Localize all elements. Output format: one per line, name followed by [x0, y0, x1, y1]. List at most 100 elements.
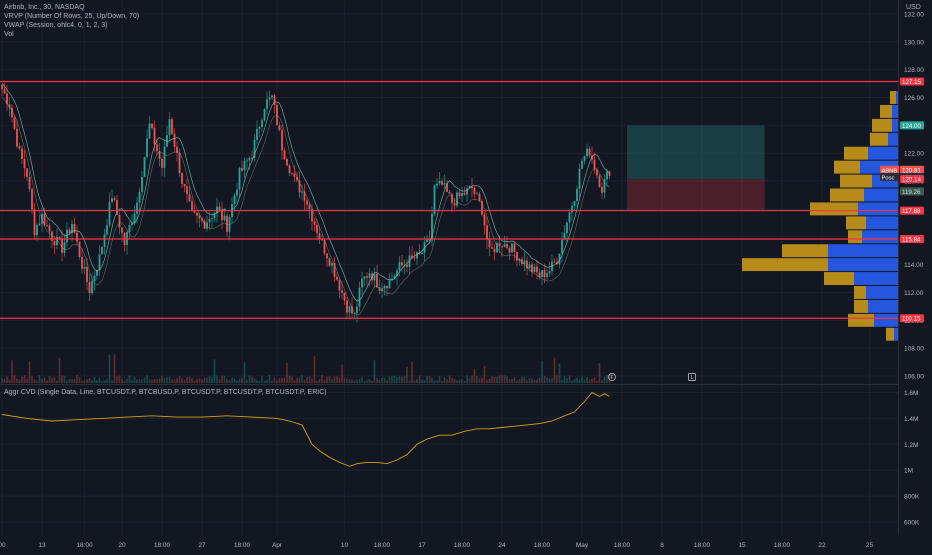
- volume-bar: [358, 378, 361, 383]
- candle-body: [368, 273, 371, 278]
- candle-body: [386, 285, 388, 289]
- volume-bar: [551, 378, 553, 383]
- candle-body: [116, 199, 118, 215]
- candle-body: [293, 173, 296, 177]
- candle-body: [596, 169, 598, 176]
- candle-body: [218, 206, 221, 211]
- volume-bar: [128, 375, 131, 383]
- volume-bar: [486, 379, 488, 383]
- candle-body: [536, 266, 538, 273]
- candle-body: [81, 256, 83, 269]
- volume-bar: [463, 380, 466, 383]
- candle-body: [396, 270, 398, 276]
- volume-bar: [248, 375, 251, 383]
- event-marker[interactable]: [688, 373, 696, 381]
- volume-bar: [146, 375, 148, 383]
- volume-bar: [361, 376, 363, 383]
- indicator-vwap[interactable]: VWAP (Session, ohlc4, 0, 1, 2, 3): [4, 22, 108, 29]
- candle-body: [443, 183, 446, 185]
- volume-bar: [448, 375, 451, 383]
- volume-bar: [318, 379, 321, 383]
- volume-bar: [403, 375, 406, 383]
- time-tick-label: May: [576, 542, 589, 549]
- candle-body: [558, 253, 561, 265]
- price-label-text: 115.84: [902, 236, 921, 243]
- volume-bar: [326, 376, 328, 383]
- volume-bar: [16, 378, 18, 383]
- candle-body: [168, 119, 171, 136]
- volume-bar: [281, 378, 283, 383]
- price-tick-label: 126.00: [904, 95, 924, 102]
- candle-body: [458, 192, 461, 197]
- candle-body: [361, 278, 363, 288]
- time-tick-label: 13: [38, 542, 46, 549]
- candle-body: [183, 183, 186, 187]
- volume-bar: [386, 380, 388, 383]
- volume-bar: [188, 376, 191, 383]
- volume-bar: [373, 360, 376, 383]
- volume-bar: [503, 375, 506, 383]
- profile-bar-down: [870, 132, 888, 146]
- position-stop-zone[interactable]: [627, 179, 765, 211]
- cvd-legend[interactable]: Aggr CVD (Single Data, Line, BTCUSDT.P, …: [4, 389, 327, 396]
- candle-body: [31, 189, 33, 210]
- candle-body: [108, 202, 111, 226]
- candle-body: [586, 148, 588, 157]
- earnings-marker-label: F: [610, 375, 613, 381]
- volume-bar: [376, 377, 378, 383]
- candle-body: [513, 243, 516, 252]
- candle-body: [303, 191, 306, 201]
- volume-bar: [131, 380, 133, 383]
- candle-body: [291, 173, 293, 174]
- candle-body: [501, 246, 503, 248]
- volume-bar: [238, 378, 241, 383]
- profile-bar-up: [874, 313, 898, 327]
- profile-bar-up: [888, 132, 898, 146]
- indicator-vol[interactable]: Vol: [4, 31, 14, 38]
- candle-body: [28, 176, 31, 190]
- volume-bar: [48, 376, 51, 383]
- volume-bar: [198, 378, 201, 383]
- candle-body: [161, 158, 163, 168]
- candle-body: [576, 188, 578, 201]
- time-tick-label: 17: [418, 542, 426, 549]
- candle-body: [221, 210, 223, 221]
- price-label-box: [900, 175, 924, 184]
- price-label-box: [900, 77, 924, 86]
- volume-bar: [176, 378, 178, 383]
- volume-bar: [563, 376, 566, 383]
- volume-bar: [558, 363, 561, 383]
- volume-bar: [158, 378, 161, 383]
- candle-body: [156, 144, 158, 152]
- volume-bar: [93, 377, 96, 383]
- candle-body: [526, 260, 528, 269]
- candle-body: [508, 247, 511, 253]
- volume-bar: [216, 375, 218, 383]
- candle-body: [543, 270, 546, 278]
- position-target-zone[interactable]: [627, 125, 765, 180]
- candle-body: [453, 202, 456, 206]
- candle-body: [568, 212, 571, 223]
- candle-body: [348, 306, 351, 313]
- candle-body: [158, 151, 161, 159]
- price-tick-label: 130.00: [904, 39, 924, 46]
- volume-bar: [178, 375, 181, 383]
- candle-body: [61, 239, 63, 253]
- volume-bar: [221, 375, 223, 383]
- candle-body: [331, 263, 333, 266]
- candle-body: [323, 240, 326, 254]
- volume-bar: [313, 355, 316, 383]
- candle-body: [26, 168, 28, 177]
- candle-body: [11, 107, 13, 118]
- volume-bar: [466, 375, 468, 383]
- price-label-tag: Posc: [882, 175, 895, 181]
- indicator-vrvp[interactable]: VRVP (Number Of Rows, 25, Up/Down, 70): [4, 13, 140, 20]
- candle-body: [346, 300, 348, 313]
- volume-bar: [483, 366, 486, 383]
- candle-body: [363, 276, 366, 279]
- earnings-marker[interactable]: [608, 373, 616, 381]
- volume-bar: [203, 378, 206, 383]
- volume-bar: [303, 379, 306, 383]
- volume-bar: [598, 363, 601, 383]
